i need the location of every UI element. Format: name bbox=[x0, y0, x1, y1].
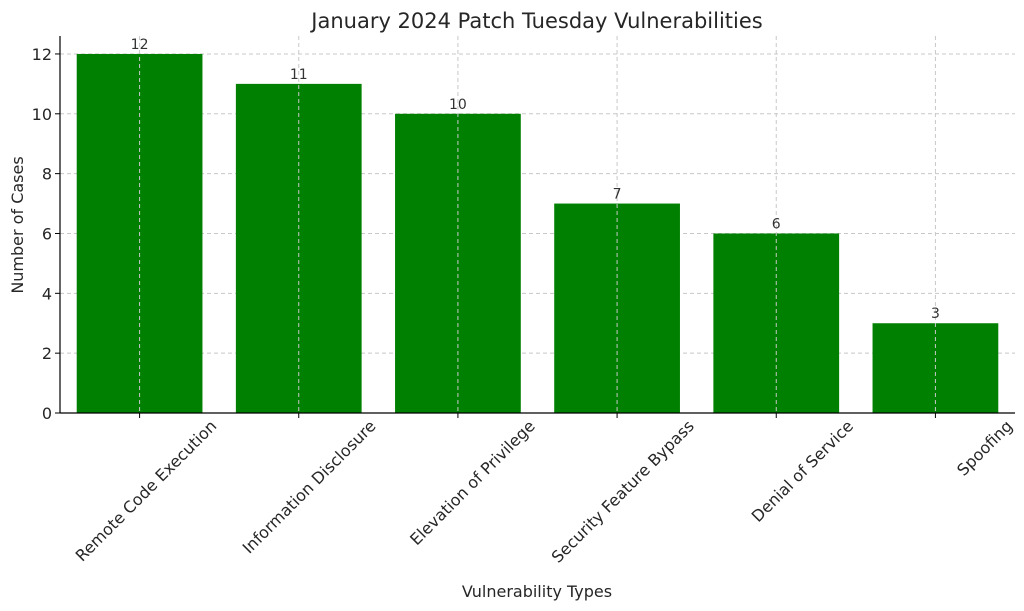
data-label-5: 3 bbox=[931, 306, 940, 322]
x-tick-label-4: Denial of Service bbox=[748, 416, 857, 525]
x-tick-label-0: Remote Code Execution bbox=[72, 416, 221, 565]
y-tick-label-0: 0 bbox=[42, 404, 52, 423]
bar-3 bbox=[554, 203, 680, 413]
chart-title: January 2024 Patch Tuesday Vulnerabiliti… bbox=[309, 9, 762, 33]
x-axis-label: Vulnerability Types bbox=[462, 582, 612, 601]
y-tick-label-8: 8 bbox=[42, 165, 52, 184]
data-label-2: 10 bbox=[449, 97, 467, 113]
x-tick-label-2: Elevation of Privilege bbox=[406, 416, 539, 549]
data-label-4: 6 bbox=[772, 216, 781, 232]
x-tick-label-3: Security Feature Bypass bbox=[548, 416, 698, 566]
y-axis-label: Number of Cases bbox=[8, 156, 27, 293]
grid-layer bbox=[60, 53, 1015, 414]
y-tick-label-6: 6 bbox=[42, 224, 52, 243]
bars-layer bbox=[76, 53, 999, 414]
data-label-0: 12 bbox=[131, 37, 149, 53]
data-label-1: 11 bbox=[290, 67, 308, 83]
x-tick-label-1: Information Disclosure bbox=[239, 416, 380, 557]
data-label-3: 7 bbox=[613, 187, 622, 203]
y-tick-label-12: 12 bbox=[32, 45, 52, 64]
y-tick-label-4: 4 bbox=[42, 284, 52, 303]
data-labels-layer: 12 11 10 7 6 3 bbox=[131, 37, 940, 322]
x-tick-label-5: Spoofing bbox=[953, 416, 1016, 479]
y-tick-label-10: 10 bbox=[32, 105, 52, 124]
y-tick-label-2: 2 bbox=[42, 344, 52, 363]
